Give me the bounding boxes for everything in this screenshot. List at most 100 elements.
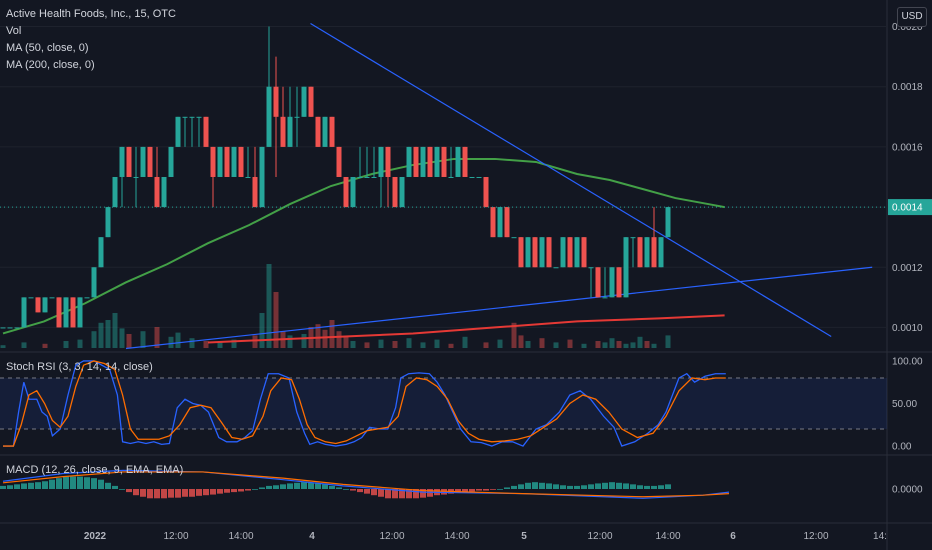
candle-body xyxy=(63,297,69,328)
candle-body xyxy=(126,146,132,177)
volume-bar xyxy=(336,331,342,348)
volume-bar xyxy=(105,320,111,348)
candle-body xyxy=(546,237,552,268)
macd-histogram-bar xyxy=(483,489,489,491)
candle-body xyxy=(560,237,566,268)
volume-bar xyxy=(350,341,356,348)
candle-body xyxy=(196,116,202,118)
candle-body xyxy=(539,237,545,268)
candle-body xyxy=(553,267,559,269)
macd-histogram-bar xyxy=(462,489,468,493)
time-axis-label: 12:00 xyxy=(379,531,404,542)
candle-body xyxy=(252,176,258,208)
candle-body xyxy=(28,297,34,299)
volume-bar xyxy=(273,292,279,348)
macd-histogram-bar xyxy=(553,484,559,489)
macd-histogram-bar xyxy=(490,489,496,490)
macd-histogram-bar xyxy=(98,479,104,489)
macd-histogram-bar xyxy=(588,484,594,489)
candle-body xyxy=(133,176,139,178)
volume-bar xyxy=(448,343,454,348)
macd-histogram-bar xyxy=(560,485,566,489)
legend-stoch-rsi: Stoch RSI (3, 3, 14, 14, close) xyxy=(6,361,153,373)
candle-body xyxy=(217,146,223,177)
macd-histogram-bar xyxy=(539,482,545,489)
volume-bar xyxy=(322,329,328,348)
candle-body xyxy=(210,146,216,177)
macd-histogram-bar xyxy=(35,482,41,489)
volume-bar xyxy=(630,342,636,348)
macd-signal-line xyxy=(2,471,730,498)
price-axis-label: 0.0012 xyxy=(892,263,923,274)
volume-bar xyxy=(406,338,412,348)
macd-line xyxy=(2,469,730,499)
candle-body xyxy=(77,297,83,328)
candle-body xyxy=(595,267,601,298)
volume-bar xyxy=(343,336,349,348)
macd-histogram-bar xyxy=(210,489,216,495)
macd-histogram-bar xyxy=(259,487,265,489)
candle-body xyxy=(21,297,27,328)
candle-body xyxy=(182,116,188,118)
volume-bar xyxy=(266,264,272,348)
macd-histogram-bar xyxy=(504,487,510,489)
candle-body xyxy=(364,176,370,178)
candle-body xyxy=(399,176,405,208)
macd-histogram-bar xyxy=(378,489,384,497)
volume-bar xyxy=(189,338,195,348)
macd-histogram-bar xyxy=(420,489,426,498)
macd-histogram-bar xyxy=(371,489,377,496)
candle-body xyxy=(406,146,412,177)
currency-button[interactable]: USD xyxy=(897,7,927,27)
macd-histogram-bar xyxy=(287,483,293,489)
macd-histogram-bar xyxy=(56,478,62,489)
candle-body xyxy=(245,176,251,178)
candle-body xyxy=(119,146,125,177)
candle-body xyxy=(616,267,622,298)
time-axis-label: 12:00 xyxy=(587,531,612,542)
candle-body xyxy=(497,207,503,238)
macd-histogram-bar xyxy=(469,489,475,492)
macd-histogram-bar xyxy=(147,489,153,499)
volume-bar xyxy=(497,339,503,348)
macd-histogram-bar xyxy=(161,489,167,499)
candle-body xyxy=(0,327,6,329)
macd-histogram-bar xyxy=(315,483,321,489)
time-axis-label: 6 xyxy=(730,531,736,542)
candle-body xyxy=(287,116,293,147)
macd-histogram-bar xyxy=(567,485,573,489)
price-axis-label: 0.0018 xyxy=(892,82,923,93)
macd-histogram-bar xyxy=(70,476,76,489)
candle-body xyxy=(56,297,62,328)
macd-histogram-bar xyxy=(140,489,146,497)
time-axis-label: 14:00 xyxy=(655,531,680,542)
macd-histogram-bar xyxy=(42,481,48,489)
candle-body xyxy=(434,146,440,177)
volume-bar xyxy=(644,341,650,348)
macd-histogram-bar xyxy=(63,476,69,489)
volume-bar xyxy=(595,341,601,348)
macd-histogram-bar xyxy=(364,489,370,494)
ma50-line xyxy=(2,157,725,335)
macd-histogram-bar xyxy=(224,489,230,493)
candle-body xyxy=(189,116,195,118)
candle-body xyxy=(7,327,13,329)
macd-histogram-bar xyxy=(203,489,209,496)
volume-bar xyxy=(434,339,440,348)
candle-body xyxy=(112,176,118,208)
macd-histogram-bar xyxy=(546,483,552,489)
macd-histogram-bar xyxy=(77,476,83,489)
macd-histogram-bar xyxy=(329,485,335,489)
macd-histogram-bar xyxy=(189,489,195,497)
candle-body xyxy=(203,116,209,147)
time-axis-label: 14:00 xyxy=(444,531,469,542)
macd-histogram-bar xyxy=(14,484,20,489)
macd-histogram-bar xyxy=(357,489,363,493)
macd-histogram-bar xyxy=(21,483,27,489)
macd-histogram-bar xyxy=(399,489,405,499)
macd-histogram-bar xyxy=(518,484,524,489)
candle-body xyxy=(581,237,587,268)
macd-histogram-bar xyxy=(511,485,517,489)
